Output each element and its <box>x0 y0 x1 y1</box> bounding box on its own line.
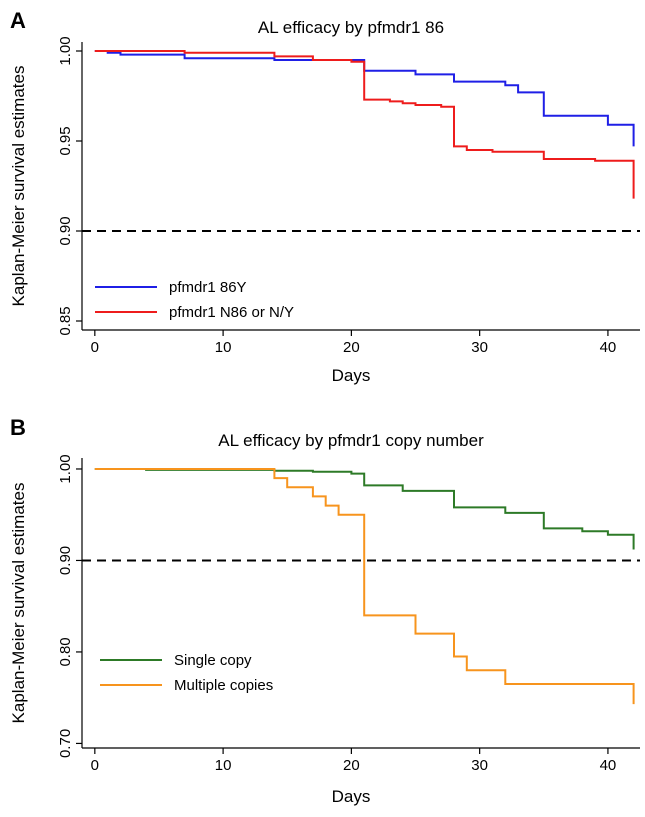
panel-b-y-tick-label: 0.80 <box>57 637 74 666</box>
panel-a: A AL efficacy by pfmdr1 86 0 10 20 30 40 0.85 0.… <box>9 8 640 385</box>
panel-a-x-tick-label: 40 <box>600 339 617 356</box>
panel-b-x-tick-label: 20 <box>343 757 360 774</box>
panel-b-legend-label-2: Multiple copies <box>174 677 273 694</box>
panel-a-series-line-2 <box>94 50 635 199</box>
panel-a-series-line-1 <box>94 50 635 147</box>
panel-a-legend-label-1: pfmdr1 86Y <box>169 279 247 296</box>
panel-b-x-tick-label: 10 <box>215 757 232 774</box>
panel-a-y-tick-label: 0.85 <box>57 306 74 335</box>
panel-b-y-tick-label: 0.90 <box>57 546 74 575</box>
panel-a-title: AL efficacy by pfmdr1 86 <box>258 18 444 37</box>
panel-b-x-tick-label: 30 <box>471 757 488 774</box>
panel-b-legend-label-1: Single copy <box>174 652 252 669</box>
panel-a-y-tick-label: 1.00 <box>57 36 74 65</box>
panel-b-x-tick-label: 0 <box>91 757 99 774</box>
panel-a-y-tick-label: 0.95 <box>57 126 74 155</box>
panel-a-x-tick-label: 30 <box>471 339 488 356</box>
panel-b-x-tick-label: 40 <box>600 757 617 774</box>
panel-b-y-tick-label: 1.00 <box>57 454 74 483</box>
panel-a-letter: A <box>10 8 26 33</box>
panel-b-x-axis-label: Days <box>332 787 371 806</box>
panel-a-x-tick-label: 20 <box>343 339 360 356</box>
panel-a-y-axis-label: Kaplan-Meier survival estimates <box>9 66 28 307</box>
panel-b-series-line-2 <box>94 468 635 705</box>
panel-b: B AL efficacy by pfmdr1 copy number 0 10 20 3… <box>9 415 640 806</box>
panel-a-legend-label-2: pfmdr1 N86 or N/Y <box>169 304 294 321</box>
panel-b-y-tick-label: 0.70 <box>57 729 74 758</box>
panel-b-y-axis-label: Kaplan-Meier survival estimates <box>9 483 28 724</box>
panel-a-y-tick-label: 0.90 <box>57 216 74 245</box>
panel-a-x-tick-label: 10 <box>215 339 232 356</box>
panel-b-title: AL efficacy by pfmdr1 copy number <box>218 431 484 450</box>
panel-a-x-tick-label: 0 <box>91 339 99 356</box>
panel-a-x-axis-label: Days <box>332 366 371 385</box>
panel-b-letter: B <box>10 415 26 440</box>
